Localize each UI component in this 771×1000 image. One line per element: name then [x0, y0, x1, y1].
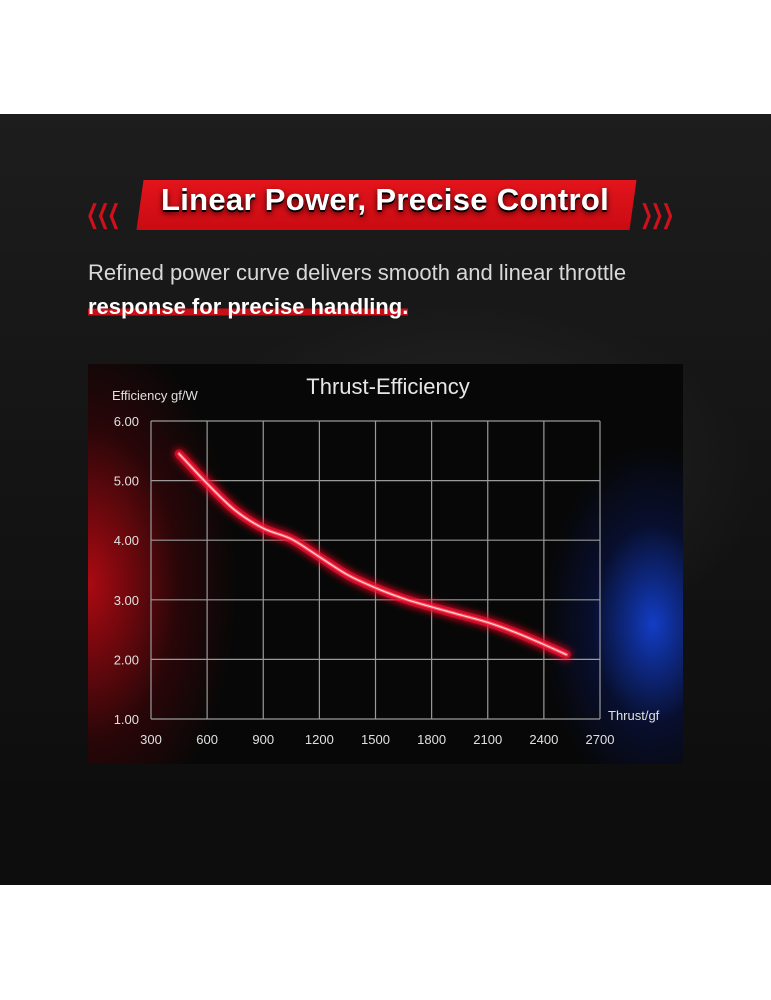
x-tick-label: 900 [252, 732, 274, 747]
subtitle-text: Refined power curve delivers smooth and … [88, 260, 627, 285]
x-tick-label: 300 [140, 732, 162, 747]
x-tick-label: 1200 [305, 732, 334, 747]
chevrons-right-icon: ❯❯❯ [640, 199, 674, 229]
thrust-efficiency-chart: 300 600 900 1200 1500 1800 2100 2400 2700 1.00 2.0… [112, 374, 660, 747]
series-line-core [178, 453, 567, 656]
x-tick-label: 2400 [529, 732, 558, 747]
chart-title: Thrust-Efficiency [306, 374, 469, 399]
chevrons-left-icon: ❮❮❮ [86, 199, 120, 229]
page-title: Linear Power, Precise Control [160, 182, 609, 217]
y-tick-label: 6.00 [114, 414, 139, 429]
chart-panel: 300 600 900 1200 1500 1800 2100 2400 2700 1.00 2.0… [88, 364, 683, 764]
y-tick-label: 2.00 [114, 652, 139, 667]
y-tick-label: 5.00 [114, 474, 139, 489]
x-tick-label: 2700 [586, 732, 615, 747]
series-line [177, 452, 569, 657]
y-tick-label: 4.00 [114, 533, 139, 548]
x-tick-label: 1800 [417, 732, 446, 747]
bottom-band [0, 780, 771, 885]
series-line-glow [174, 449, 571, 660]
y-tick-label: 1.00 [114, 712, 139, 727]
x-tick-label: 600 [196, 732, 218, 747]
promo-panel: ❮❮❮ Linear Power, Precise Control ❯❯❯ Re… [0, 114, 771, 885]
x-tick-label: 1500 [361, 732, 390, 747]
x-axis-label: Thrust/gf [608, 708, 660, 723]
subtitle-highlight: response for precise handling. [88, 294, 409, 319]
y-tick-label: 3.00 [114, 593, 139, 608]
y-axis-label: Efficiency gf/W [112, 388, 198, 403]
x-tick-label: 2100 [473, 732, 502, 747]
subtitle: Refined power curve delivers smooth and … [88, 256, 688, 324]
